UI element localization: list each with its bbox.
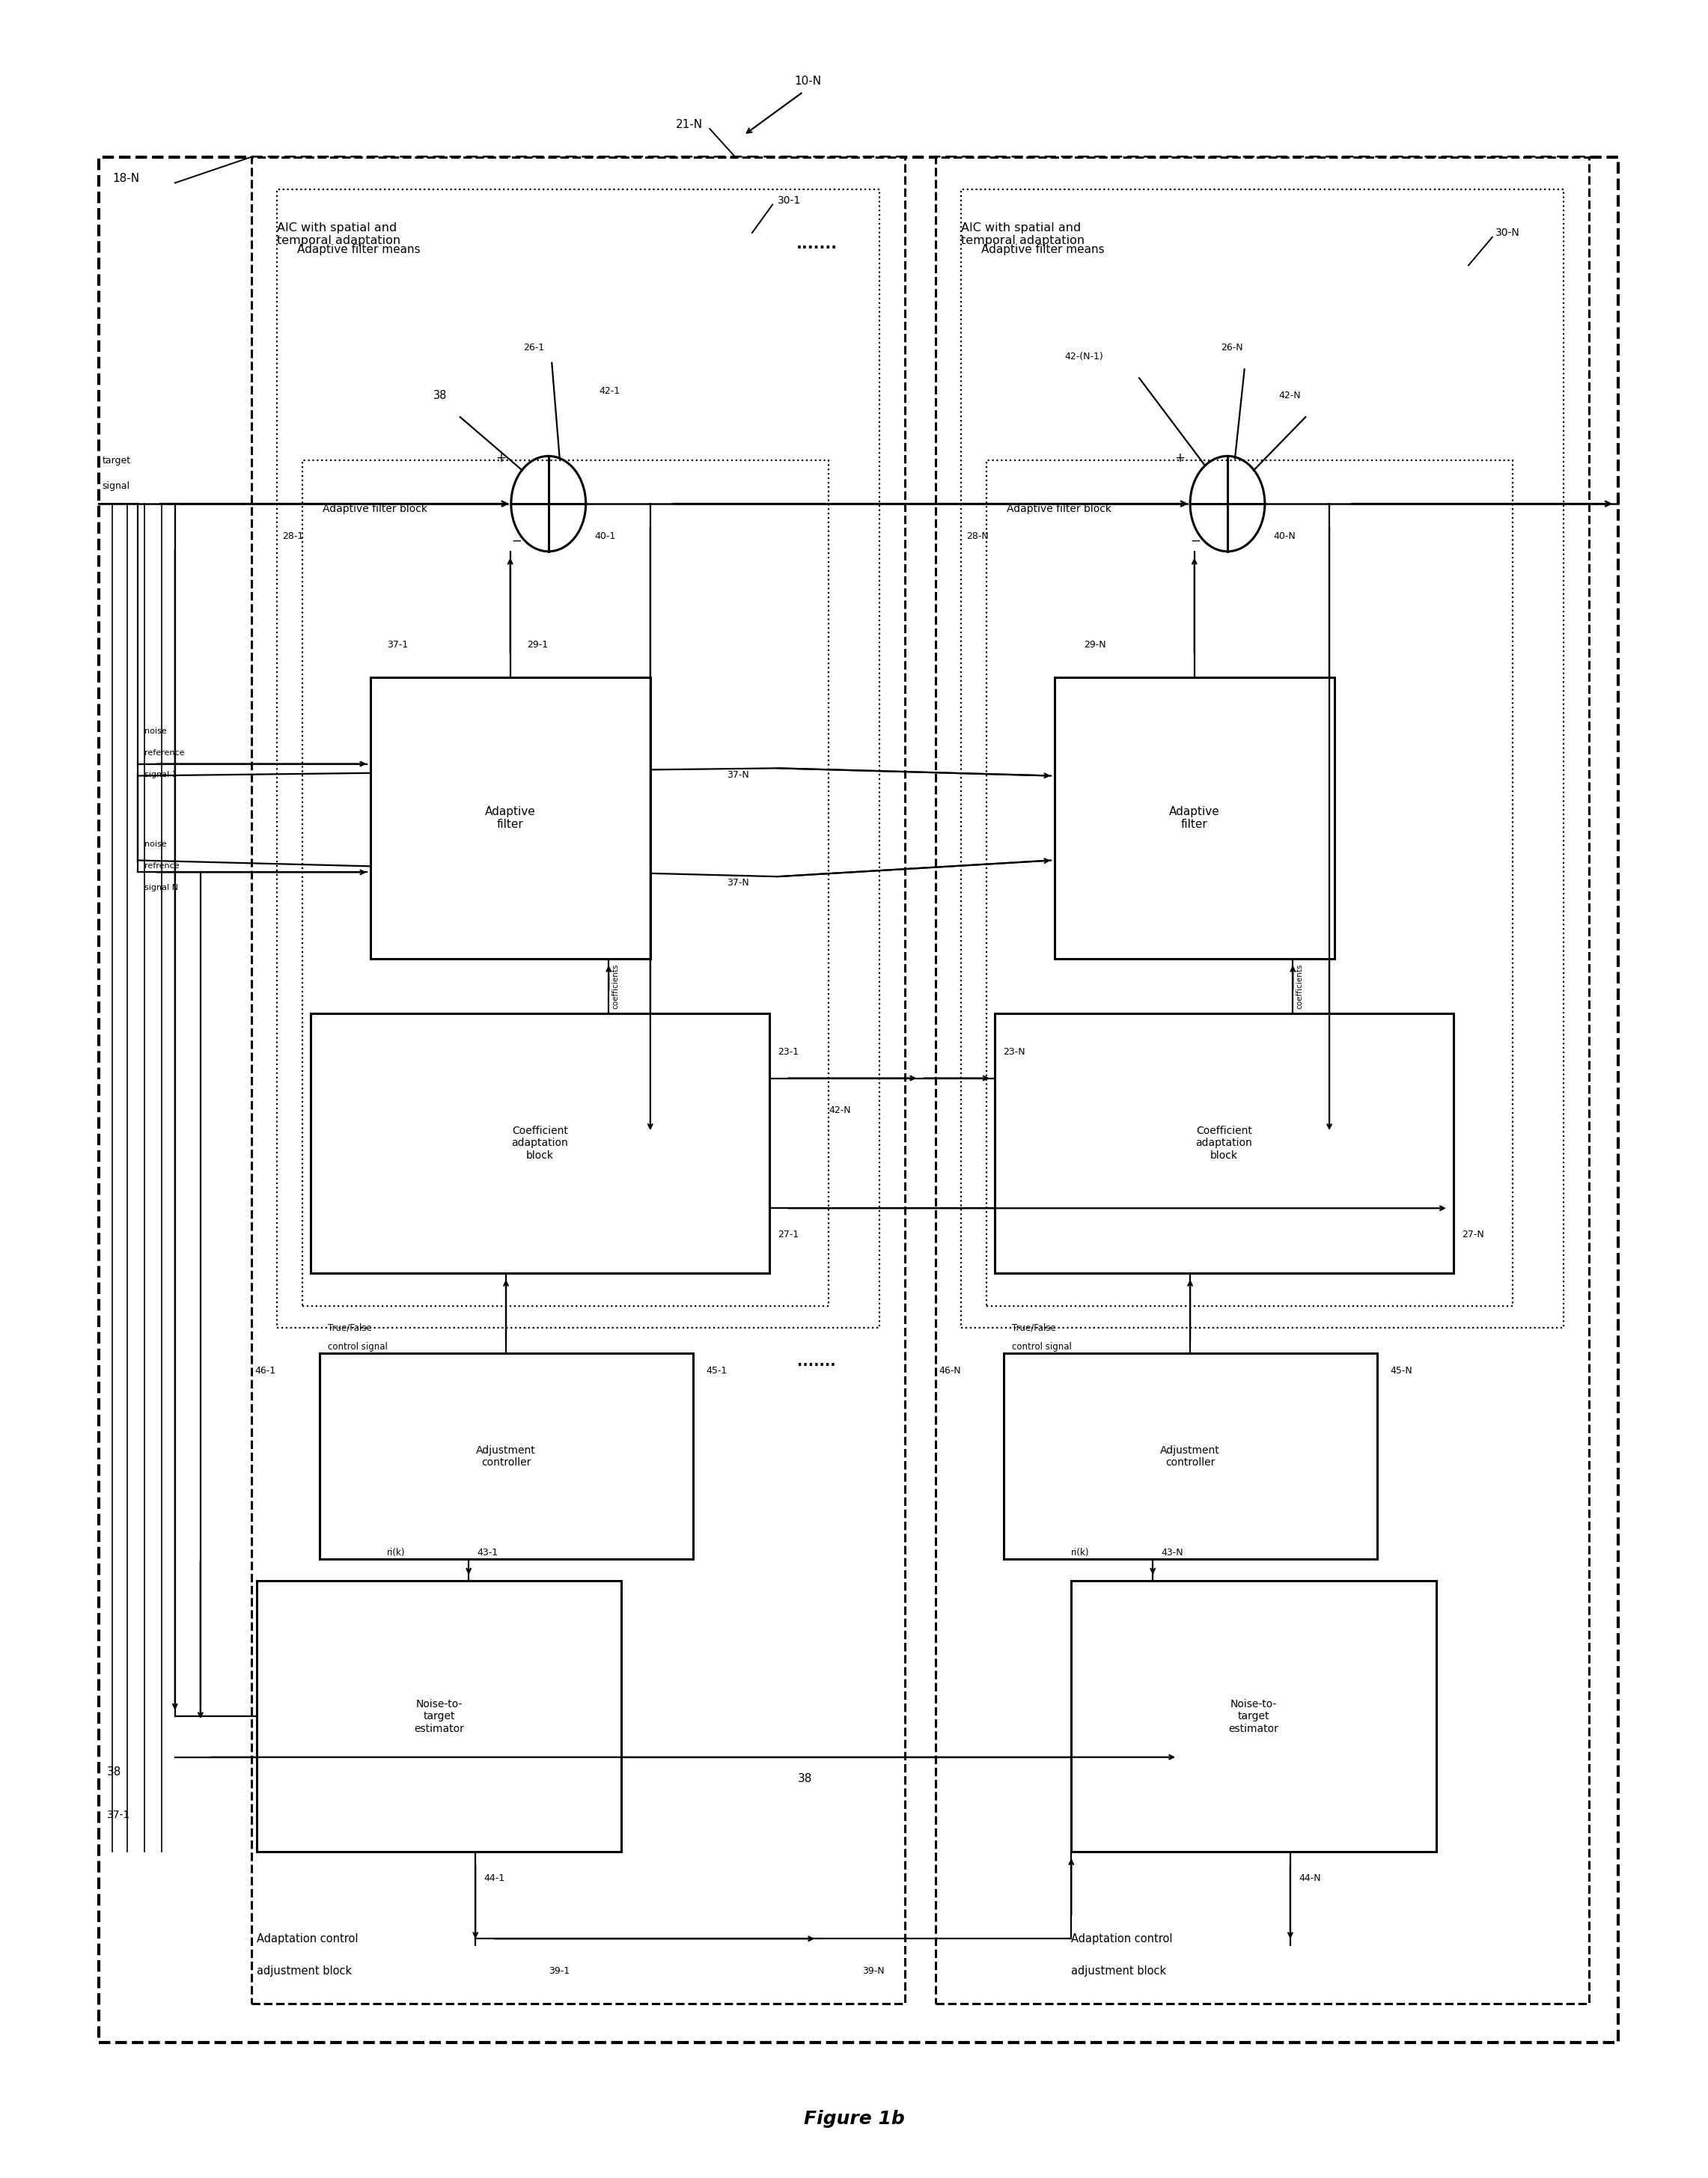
Text: 37-1: 37-1 [108,1810,130,1821]
Text: Coefficient
adaptation
block: Coefficient adaptation block [1196,1126,1252,1161]
Text: ri(k): ri(k) [388,1549,405,1557]
Text: 44-N: 44-N [1298,1873,1320,1882]
FancyBboxPatch shape [251,157,905,2004]
Text: 27-1: 27-1 [777,1228,799,1239]
Text: 46-1: 46-1 [254,1366,275,1376]
Text: signal 1: signal 1 [145,771,178,778]
Text: −: − [511,534,521,547]
Text: 29-1: 29-1 [528,640,548,649]
Text: 23-N: 23-N [1003,1048,1025,1056]
Text: 37-N: 37-N [726,878,748,889]
FancyBboxPatch shape [987,460,1513,1307]
Text: 29-N: 29-N [1085,640,1107,649]
Text: 43-N: 43-N [1161,1549,1184,1557]
Text: AIC with spatial and
temporal adaptation: AIC with spatial and temporal adaptation [277,222,400,246]
Text: +: + [1175,451,1185,464]
Text: .......: ....... [798,1355,835,1370]
Text: signal: signal [102,481,130,492]
Text: 23-1: 23-1 [777,1048,799,1056]
Text: 28-N: 28-N [967,531,989,540]
Text: .......: ....... [796,235,837,250]
FancyBboxPatch shape [936,157,1588,2004]
Text: 39-N: 39-N [863,1967,885,1975]
Text: −: − [1190,534,1201,547]
Text: Adaptation control: Adaptation control [1071,1934,1173,1945]
Text: 30-N: 30-N [1496,227,1520,237]
Text: 42-1: 42-1 [600,386,620,396]
Text: 44-1: 44-1 [483,1873,506,1882]
Text: coefficients: coefficients [611,963,620,1008]
Text: 38: 38 [798,1773,813,1784]
FancyBboxPatch shape [319,1353,693,1559]
FancyBboxPatch shape [277,189,880,1326]
Text: 42-N: 42-N [828,1106,851,1115]
FancyBboxPatch shape [99,157,1617,2043]
Text: 37-N: 37-N [726,769,748,780]
Text: 45-N: 45-N [1390,1366,1413,1376]
FancyBboxPatch shape [962,189,1563,1326]
Text: control signal: control signal [1011,1342,1071,1353]
Text: 37-1: 37-1 [388,640,408,649]
Text: 18-N: 18-N [113,172,138,185]
Text: target: target [102,455,130,466]
Text: 26-1: 26-1 [523,342,545,353]
Text: 42-N: 42-N [1278,390,1300,401]
Text: AIC with spatial and
temporal adaptation: AIC with spatial and temporal adaptation [962,222,1085,246]
Text: Adaptive
filter: Adaptive filter [1168,806,1220,830]
Text: True/False: True/False [328,1322,372,1333]
Text: Adaptive filter means: Adaptive filter means [982,244,1105,255]
Text: Noise-to-
target
estimator: Noise-to- target estimator [413,1699,465,1734]
Text: Coefficient
adaptation
block: Coefficient adaptation block [512,1126,569,1161]
Text: 42-(N-1): 42-(N-1) [1064,351,1103,362]
Text: Adjustment
controller: Adjustment controller [1160,1446,1220,1468]
Text: 40-1: 40-1 [594,531,615,540]
Text: 43-1: 43-1 [477,1549,499,1557]
Text: adjustment block: adjustment block [1071,1965,1167,1978]
Text: refrence: refrence [145,862,179,869]
Text: coefficients: coefficients [1296,963,1303,1008]
Text: 40-N: 40-N [1272,531,1296,540]
Text: 38: 38 [108,1766,121,1777]
Text: 26-N: 26-N [1221,342,1243,353]
Text: signal N: signal N [145,884,178,891]
FancyBboxPatch shape [311,1013,769,1274]
Text: 38: 38 [434,390,447,401]
Text: reference: reference [145,749,184,756]
FancyBboxPatch shape [1071,1581,1436,1851]
Text: noise: noise [145,841,167,847]
Text: adjustment block: adjustment block [256,1965,352,1978]
Text: ri(k): ri(k) [1071,1549,1090,1557]
FancyBboxPatch shape [1054,677,1334,958]
Text: Adaptation control: Adaptation control [256,1934,359,1945]
Text: Adjustment
controller: Adjustment controller [477,1446,536,1468]
FancyBboxPatch shape [994,1013,1454,1274]
Text: Adaptive filter block: Adaptive filter block [1006,503,1112,514]
Text: 28-1: 28-1 [282,531,302,540]
Text: 39-1: 39-1 [548,1967,569,1975]
FancyBboxPatch shape [256,1581,622,1851]
Text: 30-1: 30-1 [777,196,801,205]
Text: control signal: control signal [328,1342,388,1353]
Text: 21-N: 21-N [676,120,702,131]
Text: True/False: True/False [1011,1322,1056,1333]
Text: Noise-to-
target
estimator: Noise-to- target estimator [1228,1699,1279,1734]
Text: +: + [495,451,506,464]
Text: 10-N: 10-N [794,76,822,87]
Text: Figure 1b: Figure 1b [803,2110,905,2128]
Text: 27-N: 27-N [1462,1228,1484,1239]
FancyBboxPatch shape [302,460,828,1307]
Text: 45-1: 45-1 [707,1366,728,1376]
Text: Adaptive filter means: Adaptive filter means [297,244,420,255]
FancyBboxPatch shape [371,677,651,958]
Text: noise: noise [145,727,167,736]
Text: Adaptive
filter: Adaptive filter [485,806,536,830]
FancyBboxPatch shape [1003,1353,1377,1559]
Text: 46-N: 46-N [939,1366,962,1376]
Text: Adaptive filter block: Adaptive filter block [323,503,427,514]
